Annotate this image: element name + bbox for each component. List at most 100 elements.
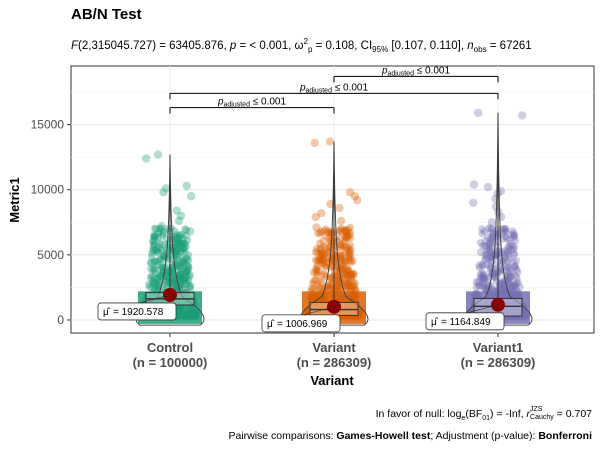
jitter-point: [345, 310, 353, 319]
jitter-point: [343, 310, 352, 319]
jitter-point: [506, 276, 514, 284]
jitter-point: [500, 286, 509, 295]
jitter-point: [326, 243, 335, 251]
mean-label-symbol: μ̂: [431, 316, 439, 328]
jitter-point: [326, 274, 335, 283]
jitter-point: [159, 228, 168, 236]
jitter-point: [149, 266, 158, 275]
jitter-point: [487, 224, 495, 233]
jitter-point-outlier: [182, 181, 191, 191]
jitter-point: [317, 295, 326, 304]
jitter-point: [308, 294, 317, 303]
jitter-point: [315, 239, 324, 248]
jitter-point: [489, 270, 497, 278]
jitter-point: [335, 269, 343, 277]
jitter-point: [479, 280, 488, 288]
jitter-point: [484, 224, 493, 232]
jitter-point-outlier: [325, 137, 335, 146]
jitter-point: [516, 309, 525, 318]
jitter-point: [479, 283, 488, 292]
jitter-point: [313, 262, 322, 271]
jitter-point: [506, 272, 515, 281]
mean-label: μ̂ = 1164.849: [425, 312, 505, 331]
jitter-point: [486, 239, 495, 247]
jitter-point: [498, 286, 507, 294]
jitter-point: [343, 282, 352, 290]
jitter-point: [326, 243, 334, 252]
jitter-point: [505, 269, 514, 277]
jitter-point: [486, 253, 495, 262]
jitter-point: [344, 266, 353, 274]
jitter-point: [314, 255, 323, 264]
jitter-point: [320, 255, 329, 263]
jitter-point: [336, 242, 345, 251]
jitter-point: [320, 242, 328, 251]
jitter-point: [345, 282, 353, 291]
jitter-point: [341, 227, 350, 236]
jitter-point: [347, 246, 355, 255]
jitter-point: [474, 281, 483, 289]
category-group-variant1: μ̂ = 1164.849: [425, 108, 533, 331]
jitter-point: [336, 290, 345, 299]
jitter-point: [327, 254, 335, 263]
jitter-point: [143, 292, 151, 300]
jitter-point: [341, 258, 350, 267]
jitter-point: [351, 292, 360, 300]
jitter-point: [512, 307, 521, 315]
jitter-point: [179, 300, 188, 308]
category-group-control: μ̂ = 1920.578: [97, 150, 205, 326]
jitter-point: [192, 310, 200, 318]
jitter-point: [497, 285, 505, 294]
jitter-point-outlier: [517, 111, 527, 120]
jitter-point: [475, 261, 484, 269]
jitter-point-outlier: [497, 212, 506, 222]
jitter-point: [337, 251, 345, 260]
jitter-point: [516, 283, 524, 292]
jitter-point: [185, 308, 194, 316]
jitter-point: [477, 281, 486, 290]
jitter-point: [166, 279, 175, 288]
jitter-point: [156, 255, 164, 264]
jitter-point: [186, 300, 195, 308]
jitter-point: [156, 245, 165, 253]
jitter-point: [503, 250, 511, 258]
jitter-point: [342, 232, 351, 241]
jitter-point: [345, 271, 353, 280]
jitter-point: [344, 245, 352, 253]
jitter-point: [175, 240, 184, 248]
jitter-point: [351, 285, 360, 294]
jitter-point: [511, 262, 520, 271]
jitter-point: [152, 246, 161, 254]
jitter-point: [163, 278, 171, 287]
jitter-point: [181, 274, 190, 282]
jitter-point: [165, 226, 174, 235]
jitter-point: [484, 245, 493, 254]
jitter-point: [174, 234, 182, 242]
jitter-point: [347, 269, 356, 277]
jitter-point: [314, 301, 323, 310]
jitter-point: [178, 239, 187, 248]
jitter-point: [506, 307, 515, 316]
jitter-point: [508, 227, 517, 235]
jitter-point: [179, 244, 187, 253]
jitter-point: [155, 273, 163, 282]
jitter-point: [185, 303, 194, 312]
jitter-point: [159, 256, 167, 264]
y-tick-label: 0: [57, 313, 64, 327]
jitter-point: [162, 281, 171, 290]
jitter-point: [154, 281, 162, 290]
jitter-point: [486, 235, 495, 244]
jitter-point: [149, 237, 157, 245]
jitter-point: [472, 289, 480, 298]
jitter-point: [316, 255, 324, 263]
jitter-point: [341, 277, 350, 286]
jitter-point: [474, 278, 483, 286]
jitter-point: [347, 291, 355, 300]
jitter-point: [175, 271, 184, 280]
jitter-point: [503, 258, 511, 266]
jitter-point: [336, 274, 344, 283]
jitter-point: [174, 245, 183, 253]
jitter-point: [501, 251, 509, 260]
jitter-point: [343, 312, 352, 320]
jitter-point: [151, 232, 160, 241]
